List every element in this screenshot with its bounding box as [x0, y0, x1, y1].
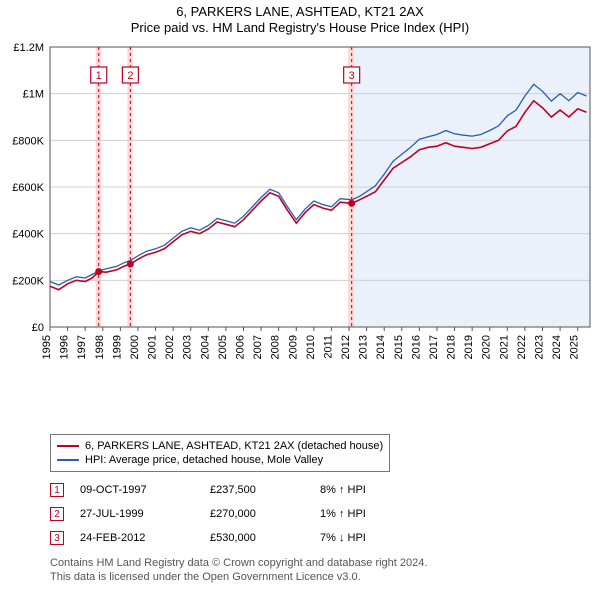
- sale-price: £530,000: [210, 532, 320, 544]
- svg-text:2019: 2019: [463, 335, 475, 359]
- legend-swatch: [57, 459, 79, 461]
- sale-index-badge: 2: [50, 507, 64, 521]
- chart-title: 6, PARKERS LANE, ASHTEAD, KT21 2AX: [0, 4, 600, 19]
- chart-subtitle: Price paid vs. HM Land Registry's House …: [0, 20, 600, 35]
- svg-text:2001: 2001: [147, 335, 159, 359]
- sale-vs-hpi: 8% ↑ HPI: [320, 484, 430, 496]
- chart-area: £0 £200K £400K £600K £800K £1M £1.2M 1995 1996 19…: [0, 41, 600, 386]
- sale-vs-hpi: 7% ↓ HPI: [320, 532, 430, 544]
- svg-text:2002: 2002: [164, 335, 176, 359]
- legend-label: 6, PARKERS LANE, ASHTEAD, KT21 2AX (deta…: [85, 439, 383, 453]
- svg-text:£200K: £200K: [12, 275, 44, 287]
- svg-text:2012: 2012: [340, 335, 352, 359]
- svg-text:2016: 2016: [410, 335, 422, 359]
- svg-text:£1.2M: £1.2M: [13, 42, 44, 54]
- svg-text:£0: £0: [32, 322, 44, 334]
- title-block: 6, PARKERS LANE, ASHTEAD, KT21 2AX Price…: [0, 0, 600, 35]
- svg-text:1: 1: [96, 70, 102, 82]
- page: 6, PARKERS LANE, ASHTEAD, KT21 2AX Price…: [0, 0, 600, 590]
- svg-text:2003: 2003: [182, 335, 194, 359]
- legend-label: HPI: Average price, detached house, Mole…: [85, 453, 323, 467]
- sale-price: £270,000: [210, 508, 320, 520]
- footer-attribution: Contains HM Land Registry data © Crown c…: [50, 556, 427, 584]
- svg-text:2018: 2018: [446, 335, 458, 359]
- sales-table: 1 09-OCT-1997£237,5008% ↑ HPI 2 27-JUL-1999…: [50, 478, 430, 550]
- svg-text:2014: 2014: [375, 335, 387, 359]
- legend-swatch: [57, 445, 79, 447]
- svg-text:£600K: £600K: [12, 182, 44, 194]
- svg-text:£800K: £800K: [12, 135, 44, 147]
- svg-text:2010: 2010: [305, 335, 317, 359]
- line-chart: £0 £200K £400K £600K £800K £1M £1.2M 1995 1996 19…: [0, 41, 600, 381]
- svg-text:3: 3: [349, 70, 355, 82]
- svg-text:2013: 2013: [358, 335, 370, 359]
- svg-text:1997: 1997: [76, 335, 88, 359]
- svg-text:2011: 2011: [322, 335, 334, 359]
- footer-line-1: Contains HM Land Registry data © Crown c…: [50, 556, 427, 570]
- svg-text:1995: 1995: [41, 335, 53, 359]
- svg-text:2024: 2024: [551, 335, 563, 359]
- svg-text:2020: 2020: [481, 335, 493, 359]
- svg-text:2: 2: [127, 70, 133, 82]
- sale-row: 1 09-OCT-1997£237,5008% ↑ HPI: [50, 478, 430, 502]
- footer-line-2: This data is licensed under the Open Gov…: [50, 570, 427, 584]
- sale-vs-hpi: 1% ↑ HPI: [320, 508, 430, 520]
- svg-text:2017: 2017: [428, 335, 440, 359]
- svg-text:2000: 2000: [129, 335, 141, 359]
- sale-price: £237,500: [210, 484, 320, 496]
- svg-text:1996: 1996: [59, 335, 71, 359]
- svg-text:£400K: £400K: [12, 229, 44, 241]
- svg-text:2021: 2021: [498, 335, 510, 359]
- svg-text:2007: 2007: [252, 335, 264, 359]
- svg-text:2022: 2022: [516, 335, 528, 359]
- sale-date: 24-FEB-2012: [80, 532, 210, 544]
- svg-text:2009: 2009: [287, 335, 299, 359]
- sale-date: 27-JUL-1999: [80, 508, 210, 520]
- legend-item: 6, PARKERS LANE, ASHTEAD, KT21 2AX (deta…: [57, 439, 383, 453]
- svg-text:2023: 2023: [534, 335, 546, 359]
- svg-text:1999: 1999: [111, 335, 123, 359]
- svg-text:2015: 2015: [393, 335, 405, 359]
- sale-row: 3 24-FEB-2012£530,0007% ↓ HPI: [50, 526, 430, 550]
- svg-text:£1M: £1M: [23, 89, 44, 101]
- svg-text:2025: 2025: [569, 335, 581, 359]
- sale-index-badge: 3: [50, 531, 64, 545]
- legend-item: HPI: Average price, detached house, Mole…: [57, 453, 383, 467]
- sale-row: 2 27-JUL-1999£270,0001% ↑ HPI: [50, 502, 430, 526]
- svg-text:2006: 2006: [234, 335, 246, 359]
- svg-text:2005: 2005: [217, 335, 229, 359]
- svg-text:2004: 2004: [199, 335, 211, 359]
- sale-date: 09-OCT-1997: [80, 484, 210, 496]
- svg-text:1998: 1998: [94, 335, 106, 359]
- legend: 6, PARKERS LANE, ASHTEAD, KT21 2AX (deta…: [50, 434, 390, 472]
- svg-text:2008: 2008: [270, 335, 282, 359]
- sale-index-badge: 1: [50, 483, 64, 497]
